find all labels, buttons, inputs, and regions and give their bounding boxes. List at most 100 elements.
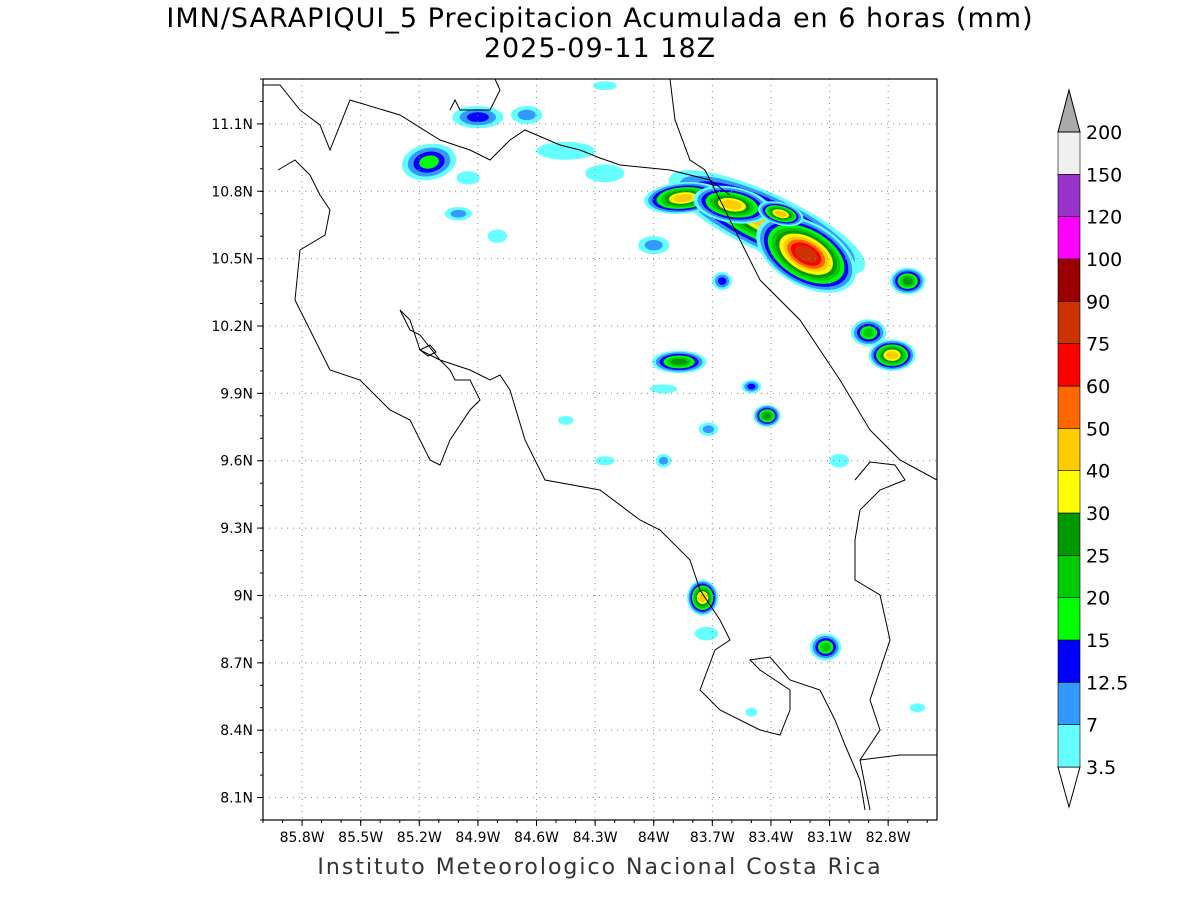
lon-tick-label: 84.9W (455, 830, 500, 846)
precip-cell (810, 633, 842, 661)
lat-tick-label: 8.7N (220, 656, 253, 672)
precip-contour (745, 707, 758, 717)
precip-cell (741, 379, 762, 394)
precip-cell (401, 143, 457, 181)
precip-contour (450, 209, 467, 218)
colorbar-label: 200 (1086, 122, 1122, 144)
precip-contour (794, 245, 818, 263)
lon-tick-label: 82.8W (866, 830, 911, 846)
lat-tick-label: 9.9N (220, 386, 253, 402)
precip-contour (694, 626, 719, 641)
precip-cell (851, 319, 887, 347)
precip-contour (721, 199, 742, 210)
colorbar-label: 60 (1086, 376, 1110, 398)
colorbar-swatch (1057, 174, 1081, 217)
precip-contour (466, 112, 489, 123)
precip-cell (444, 206, 473, 221)
colorbar-swatch (1057, 258, 1081, 302)
precip-contour (517, 109, 536, 121)
precipitation-field (401, 81, 926, 717)
colorbar-swatch (1057, 555, 1081, 598)
plot-frame (262, 78, 938, 821)
precip-cell (712, 272, 732, 291)
precip-contour (595, 456, 615, 466)
colorbar-label: 120 (1086, 207, 1122, 229)
precip-contour (487, 229, 508, 243)
precip-cell (698, 422, 719, 437)
map-axes: 85.8W 85.5W 85.2W 84.9W 84.6W 84.3W 84W 83.7W 83… (211, 78, 928, 846)
map-title: IMN/SARAPIQUI_5 Precipitacion Acumulada … (166, 3, 1034, 34)
colorbar-label: 50 (1086, 418, 1110, 440)
precip-contour (909, 703, 926, 713)
precip-cell (868, 339, 916, 371)
lat-tick-label: 10.8N (211, 184, 253, 200)
caribbean-coast (669, 79, 937, 481)
colorbar-min-arrow (1057, 766, 1081, 809)
colorbar-swatch (1057, 682, 1081, 725)
precip-contour (717, 277, 727, 285)
precip-cell (694, 626, 719, 641)
gulf-of-nicoya-island (419, 344, 437, 357)
precip-cell (593, 81, 617, 91)
precip-cell (693, 185, 771, 224)
colorbar-swatch (1057, 301, 1081, 344)
lat-tick-label: 11.1N (211, 117, 253, 133)
colorbar-label: 15 (1086, 630, 1110, 652)
coastlines (263, 79, 937, 811)
colorbar-swatch (1057, 216, 1081, 260)
colorbar-label: 90 (1086, 291, 1110, 313)
lat-tick-label: 8.4N (220, 723, 253, 739)
lat-tick-label: 10.5N (211, 252, 253, 268)
precip-contour (644, 239, 663, 251)
map-subtitle: 2025-09-11 18Z (483, 33, 717, 64)
precip-cell (536, 141, 596, 160)
colorbar-swatch (1057, 428, 1081, 471)
colorbar-swatch (1057, 597, 1081, 641)
precip-contour (536, 141, 596, 160)
lon-tick-label: 85.2W (397, 830, 442, 846)
precip-contour (593, 81, 617, 91)
precip-contour (557, 415, 574, 425)
precip-cell (757, 201, 804, 227)
colorbar-swatch (1057, 470, 1081, 514)
precip-cell (745, 707, 758, 717)
precip-contour (585, 164, 625, 183)
colorbar-label: 40 (1086, 461, 1110, 483)
lon-tick-label: 84.6W (514, 830, 559, 846)
precip-cell (686, 579, 719, 616)
lon-tick-label: 83.4W (748, 830, 793, 846)
colorbar-swatch (1057, 639, 1081, 683)
precip-cell (452, 105, 504, 129)
colorbar-swatch (1057, 343, 1081, 387)
lon-tick-label: 84.3W (573, 830, 618, 846)
precip-contour (649, 384, 678, 394)
precip-contour (702, 425, 715, 434)
precip-cell (655, 453, 672, 468)
precip-contour (419, 155, 439, 169)
precip-contour (820, 642, 831, 652)
precip-cell (753, 404, 781, 428)
panama-border (854, 461, 906, 811)
precip-contour (774, 210, 787, 217)
colorbar-label: 3.5 (1086, 757, 1116, 779)
precip-cell (756, 215, 857, 293)
precip-cell (585, 164, 625, 183)
lat-tick-label: 9.3N (220, 521, 253, 537)
precip-cell (456, 171, 480, 185)
lat-tick-label: 9.6N (220, 454, 253, 470)
precip-contour (673, 193, 694, 203)
nicaragua-border (263, 84, 731, 196)
lon-tick-label: 84W (638, 830, 670, 846)
lon-tick-label: 85.5W (338, 830, 383, 846)
precip-cell (651, 350, 707, 374)
colorbar-swatch (1057, 131, 1081, 175)
colorbar-label: 7 (1086, 715, 1098, 737)
precip-contour (671, 358, 688, 366)
precip-cell (557, 415, 574, 425)
precip-cell (649, 384, 678, 394)
precip-cell (638, 236, 670, 255)
colorbar-label: 30 (1086, 503, 1110, 525)
colorbar-label: 20 (1086, 588, 1110, 610)
colorbar: 3.5 7 12.5 15 20 25 30 40 50 60 75 90 100 120 150 200 (1057, 88, 1128, 809)
